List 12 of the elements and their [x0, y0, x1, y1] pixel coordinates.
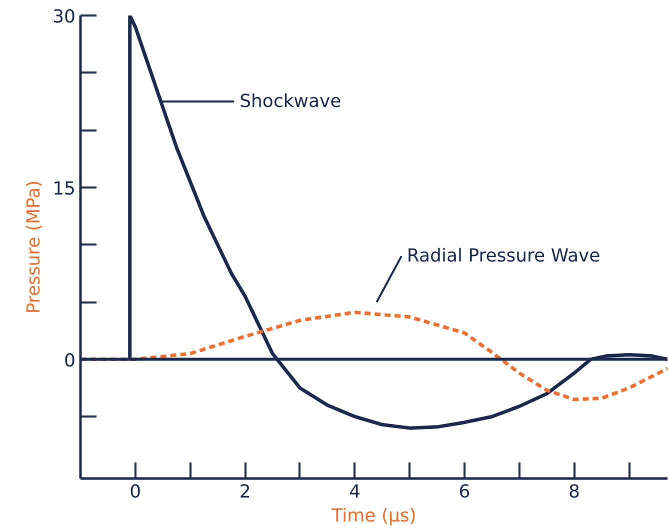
x-axis-title: Time (µs): [330, 506, 416, 526]
y-tick-label: 0: [64, 350, 76, 372]
x-tick-label: 2: [239, 482, 251, 502]
x-tick-label: 0: [130, 482, 142, 502]
annotation: Radial Pressure Wave: [406, 246, 600, 267]
y-tick-label: 15: [52, 178, 76, 200]
x-tick-label: 8: [568, 482, 580, 502]
y-axis-title: Pressure (MPa): [24, 180, 45, 314]
annotation: Shockwave: [240, 90, 342, 112]
x-tick-label: 4: [349, 482, 361, 502]
y-tick-label: 30: [52, 6, 76, 28]
x-tick-label: 6: [458, 482, 470, 502]
